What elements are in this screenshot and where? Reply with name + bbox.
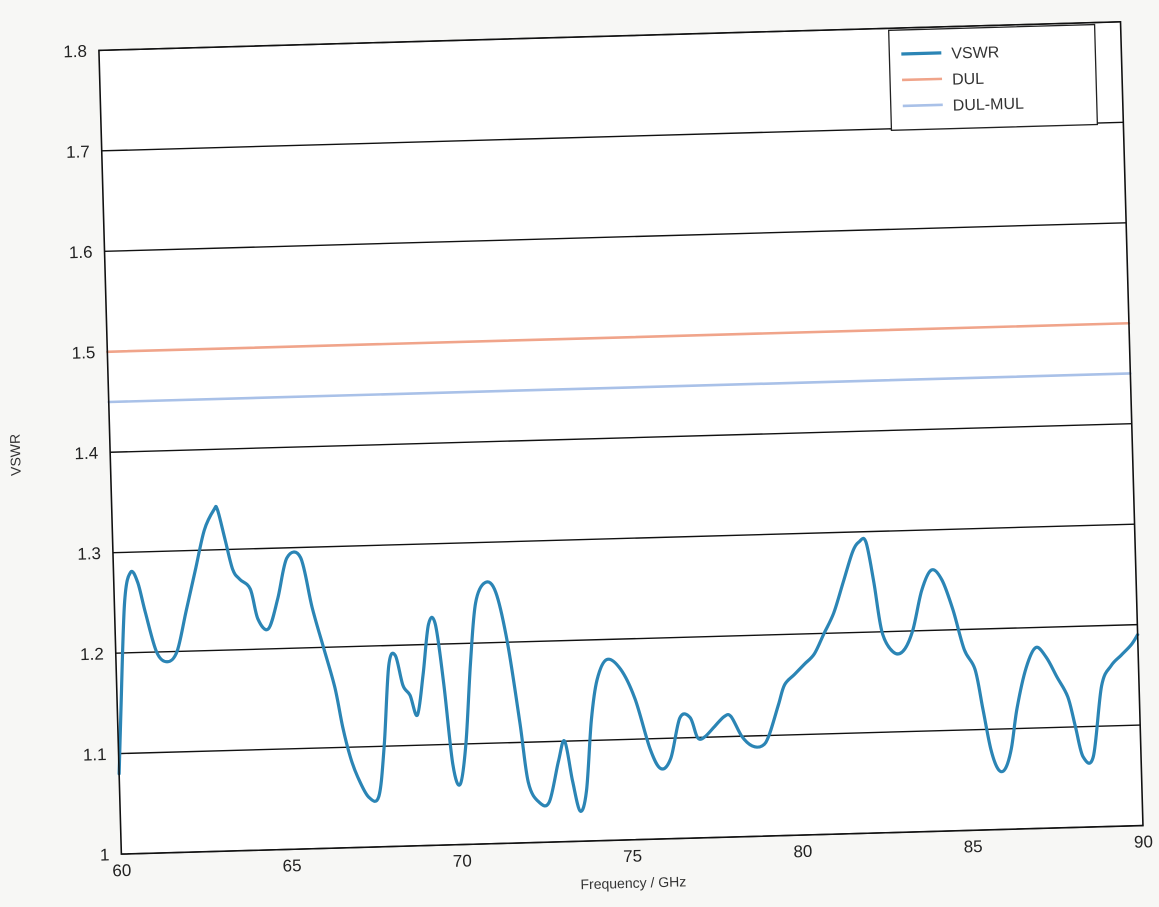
series-line-dul [106,321,1131,354]
legend-label: DUL-MUL [953,96,1025,115]
x-tick-label: 65 [282,856,301,876]
x-tick-label: 75 [623,847,642,867]
legend-swatch [901,51,942,56]
grid-line-1 [118,724,1141,755]
y-tick-label: 1.5 [71,343,95,363]
grid-line-4 [110,423,1132,453]
x-tick-labels: 60 65 70 75 80 85 90 [112,832,1153,880]
series-line-vswr [117,504,1140,813]
grid-line-2 [115,623,1138,654]
x-tick-label: 60 [112,861,131,881]
legend-label: VSWR [951,44,999,62]
grid-line-6 [104,222,1127,253]
x-tick-label: 70 [453,851,472,871]
x-tick-label: 90 [1134,832,1153,852]
grid-line-3 [112,523,1135,554]
legend-swatch [902,103,943,108]
y-tick-labels: 1 1.1 1.2 1.3 1.4 1.5 1.6 1.7 1.8 [63,42,110,865]
x-tick-label: 85 [963,837,982,857]
y-axis-title: VSWR [7,434,24,476]
x-axis-title: Frequency / GHz [580,873,686,892]
legend-box [887,23,1099,131]
x-tick-label: 80 [793,842,812,862]
series-layer [106,321,1140,813]
y-tick-label: 1.7 [66,142,90,162]
y-tick-label: 1.4 [74,444,98,464]
legend: VSWR DUL DUL-MUL [887,23,1099,131]
y-tick-label: 1.8 [63,42,87,62]
legend-swatch [902,77,943,82]
legend-label: DUL [952,71,985,89]
plot-group: 60 65 70 75 80 85 90 1 1.1 1.2 1.3 1.4 1.5 1.6 1.7 1.8… [7,21,1153,892]
y-tick-label: 1 [100,845,110,864]
y-tick-label: 1.6 [69,243,93,263]
plot-frame [98,21,1144,855]
y-tick-label: 1.2 [80,645,104,665]
series-line-dul-mul [107,372,1132,404]
y-tick-label: 1.1 [83,745,107,765]
y-tick-label: 1.3 [77,544,101,564]
